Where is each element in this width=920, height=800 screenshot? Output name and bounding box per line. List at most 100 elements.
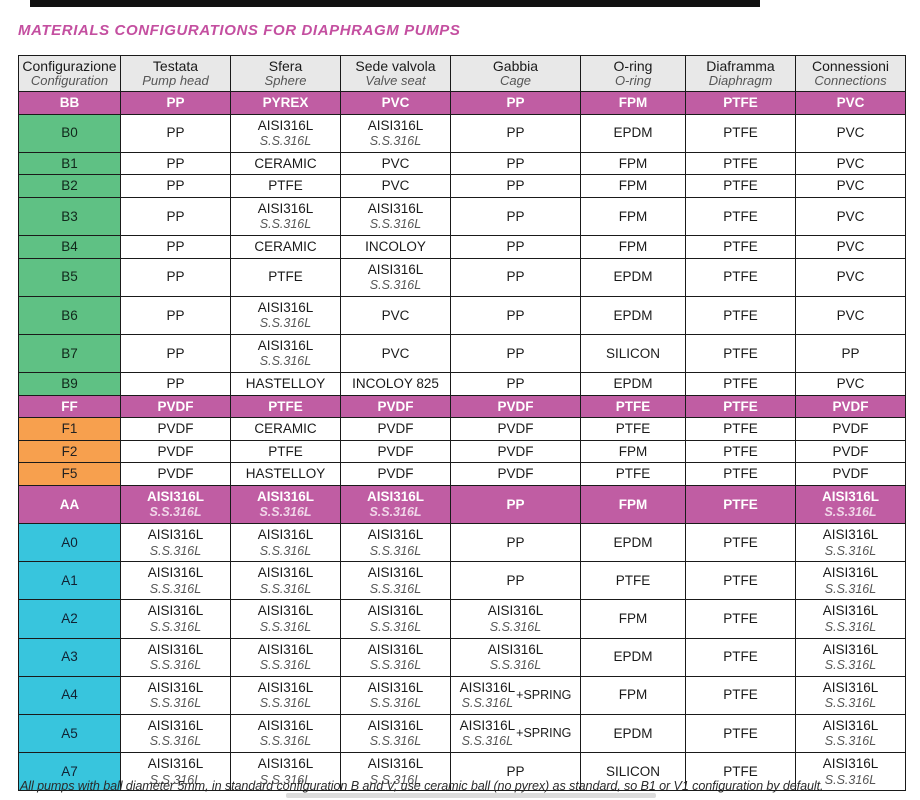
material-cell: AISI316L S.S.316L [340,561,451,601]
material-subvalue: S.S.316L [824,658,877,673]
material-cell: PTFE [580,394,686,419]
material-cell: EPDM [580,295,686,335]
material-cell: PP [450,295,581,335]
material-cell: AISI316L S.S.316L [230,713,341,754]
material-cell: PTFE [685,394,796,419]
material-cell: PP [450,752,581,792]
material-cell: PP [450,561,581,601]
material-value: PTFE [723,572,758,588]
material-cell: PVDF [120,439,231,464]
table-row-b7: B7 PP AISI316L S.S.316L PVC PP SILICON PTFE PP [18,333,906,374]
material-value: PP [166,125,185,141]
material-value: AISI316L [147,679,204,695]
material-value: EPDM [613,534,653,550]
materials-configuration-table: Configurazione Configuration Testata Pump h… [18,54,906,792]
material-cell: PTFE [685,113,796,153]
material-value: PVC [381,95,410,111]
material-value: PVC [381,178,410,194]
material-cell: PTFE [685,196,796,237]
column-label-it: Sfera [268,58,303,74]
material-value: PVC [381,307,410,323]
material-cell: AISI316L S.S.316L [340,484,451,524]
material-value: EPDM [613,269,653,285]
material-value: PVDF [832,421,869,437]
config-cell-aa: AA [18,484,121,524]
material-subvalue: S.S.316L [259,772,312,787]
material-cell: PTFE [685,174,796,198]
material-value: AISI316L [822,565,879,581]
material-cell: PVC [795,295,906,335]
material-cell: PVDF [450,394,581,419]
material-cell: AISI316L S.S.316L [340,713,451,754]
material-value: SILICON [605,345,660,361]
material-value: HASTELLOY [245,376,326,392]
material-value: PVDF [157,398,194,414]
material-value: AISI316L [367,200,424,216]
material-subvalue: S.S.316L [149,619,202,634]
material-subvalue: S.S.316L [824,505,877,520]
material-cell: PP [450,257,581,297]
material-subvalue: S.S.316L [824,696,877,711]
material-value: PYREX [262,95,309,111]
column-label-en: Configuration [30,73,109,89]
material-value: EPDM [613,376,653,392]
config-cell-f5: F5 [18,462,121,486]
material-value: PP [166,269,185,285]
material-value: AISI316L [822,717,879,733]
material-cell: SILICON [580,752,686,792]
material-subvalue: S.S.316L [369,543,422,558]
material-subvalue: S.S.316L [259,316,312,331]
material-subvalue: S.S.316L [149,772,202,787]
material-cell: AISI316L S.S.316L [340,599,451,639]
material-value: FPM [618,611,648,627]
material-cell: PP [450,333,581,374]
material-value: AISI316L [487,603,544,619]
material-cell: FPM [580,196,686,237]
material-subvalue: S.S.316L [259,658,312,673]
material-cell: PTFE [685,91,796,115]
material-cell: PTFE [230,439,341,464]
table-row-a2: A2 AISI316L S.S.316L AISI316L S.S.316L AISI31… [18,599,906,639]
material-value: PP [506,125,525,141]
material-cell: AISI316L S.S.316L [120,561,231,601]
material-cell: AISI316L S.S.316L [450,637,581,677]
column-label-it: Gabbia [492,58,539,74]
material-value: PVC [836,376,865,392]
material-value: PTFE [268,269,303,285]
material-cell: EPDM [580,713,686,754]
material-value: PP [841,345,860,361]
material-cell: PP [450,91,581,115]
material-cell: PTFE [685,637,796,677]
material-value: PVDF [832,443,869,459]
material-value: PTFE [723,649,758,665]
config-cell-b7: B7 [18,333,121,374]
material-cell: PVDF [120,462,231,486]
material-cell: PVC [795,91,906,115]
config-cell-a4: A4 [18,675,121,715]
material-subvalue: S.S.316L [369,696,422,711]
material-cell: PVDF [340,394,451,419]
material-value: PTFE [723,496,758,512]
material-cell: AISI316L S.S.316L [230,295,341,335]
material-cell: AISI316L S.S.316L [230,333,341,374]
material-value: FPM [618,208,648,224]
material-subvalue: S.S.316L [369,581,422,596]
top-cropped-bar [30,0,760,7]
material-cell: FPM [580,235,686,259]
material-cell: EPDM [580,522,686,563]
material-subvalue: S.S.316L [149,543,202,558]
material-value: FPM [618,95,648,111]
material-value: PVC [836,125,865,141]
material-value: PP [506,534,525,550]
material-cell: AISI316L S.S.316L +SPRING [450,713,581,754]
material-value: PTFE [723,269,758,285]
material-value: PVC [836,155,865,171]
material-value: INCOLOY [365,239,426,255]
material-value: AISI316L [367,679,424,695]
material-value: PP [506,155,525,171]
material-value: AISI316L [822,526,879,542]
material-value: PVC [381,345,410,361]
material-cell: PTFE [685,439,796,464]
material-value: PP [506,345,525,361]
